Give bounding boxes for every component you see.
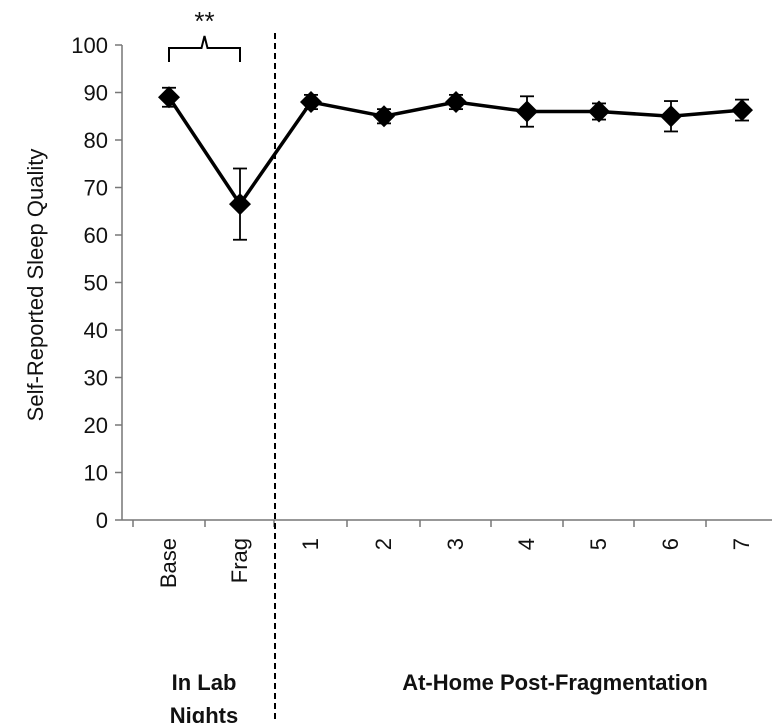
data-point: [445, 91, 467, 113]
data-point: [516, 100, 538, 123]
significance-text: **: [194, 6, 214, 36]
data-point: [588, 100, 610, 123]
y-tick-label: 20: [84, 413, 108, 438]
x-tick-labels: Base Frag 1 2 3 4 5 6 7: [156, 538, 754, 588]
x-tick-label: 2: [371, 538, 396, 550]
y-tick-label: 70: [84, 176, 108, 201]
x-tick-label: 3: [443, 538, 468, 550]
y-axis-title: Self-Reported Sleep Quality: [23, 149, 48, 422]
data-point: [373, 105, 395, 128]
series-group: [158, 86, 753, 241]
y-tick-label: 100: [71, 33, 108, 58]
group-label-in-lab: In Lab: [172, 670, 237, 695]
significance-bracket: **: [168, 6, 241, 62]
group-labels: In Lab Nights At-Home Post-Fragmentation: [170, 670, 708, 723]
data-point: [731, 99, 753, 122]
data-point: [660, 105, 682, 128]
y-tick-label: 10: [84, 461, 108, 486]
data-point: [229, 193, 251, 216]
y-tick-label: 30: [84, 366, 108, 391]
group-label-at-home: At-Home Post-Fragmentation: [402, 670, 708, 695]
x-tick-label: 1: [298, 538, 323, 550]
y-tick-label: 60: [84, 223, 108, 248]
group-label-in-lab: Nights: [170, 703, 238, 723]
significance-bracket-line: [168, 35, 241, 62]
y-tick-label: 0: [96, 508, 108, 533]
series-line: [167, 96, 743, 208]
x-tick-label: 6: [658, 538, 683, 550]
data-point: [158, 86, 180, 109]
y-tick-label: 80: [84, 128, 108, 153]
y-tick-label: 40: [84, 318, 108, 343]
x-tick-label: 7: [729, 538, 754, 550]
y-tick-label: 90: [84, 81, 108, 106]
x-tick-label: Base: [156, 538, 181, 588]
x-tick-label: 4: [514, 538, 539, 550]
data-point: [300, 91, 322, 113]
y-tick-label: 50: [84, 271, 108, 296]
x-tick-label: 5: [586, 538, 611, 550]
x-tick-label: Frag: [227, 538, 252, 583]
y-tick-labels: 0 10 20 30 40 50 60 70 80 90 100: [71, 33, 122, 533]
